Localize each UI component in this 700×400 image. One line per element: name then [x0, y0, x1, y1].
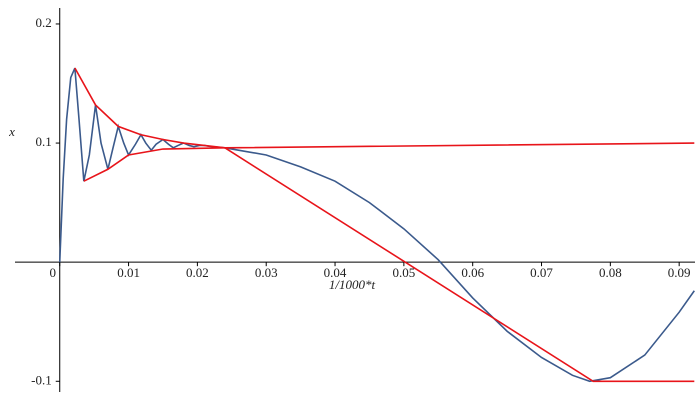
x-tick-label: 0.02	[186, 265, 209, 280]
x-tick-label: 0.07	[530, 265, 553, 280]
x-tick-label: 0.01	[117, 265, 140, 280]
x-tick-label: 0.09	[668, 265, 691, 280]
line	[58, 67, 695, 383]
x-tick-label: 0	[49, 265, 56, 280]
line	[74, 67, 695, 149]
line	[224, 147, 695, 383]
y-tick-label: 0.2	[35, 15, 51, 30]
y-tick-label: 0.1	[35, 134, 51, 149]
x-tick-label: 0.05	[392, 265, 415, 280]
x-axis-label: 1/1000*t	[329, 277, 376, 292]
x-tick-label: 0.03	[255, 265, 278, 280]
line	[83, 147, 225, 182]
y-tick-label: -0.1	[31, 372, 52, 387]
x-tick-label: 0.04	[324, 265, 347, 280]
y-axis-label: x	[8, 124, 15, 139]
x-tick-label: 0.08	[599, 265, 622, 280]
x-tick-label: 0.06	[461, 265, 484, 280]
